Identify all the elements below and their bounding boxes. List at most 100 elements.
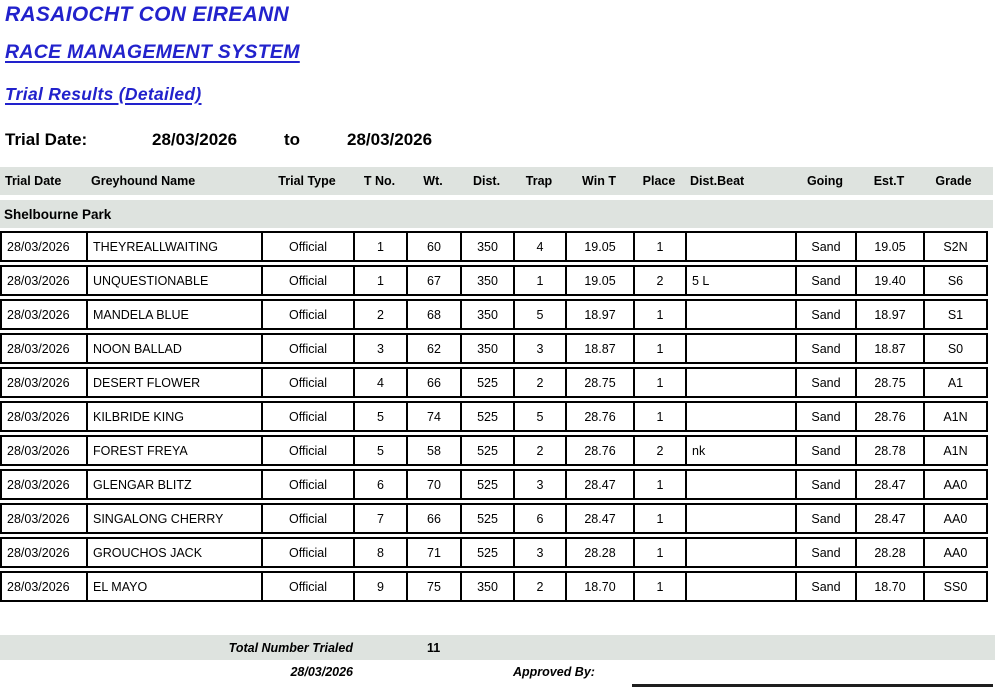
table-cell: 19.40 — [857, 267, 925, 294]
report-title: Trial Results (Detailed) — [5, 84, 202, 104]
table-cell: Official — [263, 267, 355, 294]
table-cell: 4 — [515, 233, 567, 260]
table-header-band — [0, 167, 993, 195]
table-cell: Sand — [797, 335, 857, 362]
table-cell: 28.76 — [857, 403, 925, 430]
table-cell: 28/03/2026 — [2, 573, 88, 600]
table-cell: 62 — [408, 335, 462, 362]
table-cell: 525 — [462, 471, 515, 498]
table-cell: 28.47 — [567, 471, 635, 498]
table-cell — [687, 505, 797, 532]
table-cell: 18.70 — [857, 573, 925, 600]
table-cell: 66 — [408, 505, 462, 532]
table-row: 28/03/2026 THEYREALLWAITING Official 1 60 350… — [0, 231, 988, 262]
table-cell: 525 — [462, 437, 515, 464]
table-cell: 2 — [515, 369, 567, 396]
trial-date-to-label: to — [284, 130, 301, 149]
table-cell: 6 — [515, 505, 567, 532]
column-header: Trap — [525, 174, 553, 188]
column-header: Dist.Beat — [690, 174, 745, 188]
table-cell: 1 — [635, 471, 687, 498]
table-cell: 1 — [635, 335, 687, 362]
table-cell: 28.28 — [857, 539, 925, 566]
table-cell: 3 — [515, 471, 567, 498]
table-cell — [687, 301, 797, 328]
column-header: Wt. — [423, 174, 443, 188]
table-cell: Official — [263, 335, 355, 362]
table-cell: FOREST FREYA — [88, 437, 263, 464]
table-cell: Official — [263, 233, 355, 260]
table-cell: 1 — [635, 573, 687, 600]
table-cell: 350 — [462, 573, 515, 600]
table-cell: 2 — [515, 573, 567, 600]
table-cell — [687, 335, 797, 362]
table-cell: SS0 — [943, 579, 968, 594]
table-cell: KILBRIDE KING — [88, 403, 263, 430]
table-cell: THEYREALLWAITING — [88, 233, 263, 260]
table-cell: 70 — [408, 471, 462, 498]
trial-date-label: Trial Date: — [5, 130, 88, 149]
table-cell: Sand — [797, 301, 857, 328]
trial-date-to: 28/03/2026 — [347, 130, 433, 149]
table-cell: S2N — [943, 239, 968, 254]
column-header: Est.T — [873, 174, 905, 188]
table-row: 28/03/2026 MANDELA BLUE Official 2 68 350 5 18.… — [0, 299, 988, 330]
table-cell: 28.75 — [857, 369, 925, 396]
table-cell: 28/03/2026 — [2, 471, 88, 498]
table-cell: 28/03/2026 — [2, 301, 88, 328]
table-cell: 71 — [408, 539, 462, 566]
column-header: Dist. — [472, 174, 501, 188]
table-cell: 28/03/2026 — [2, 403, 88, 430]
table-row: 28/03/2026 UNQUESTIONABLE Official 1 67 350 1 1… — [0, 265, 988, 296]
table-cell: 5 — [515, 301, 567, 328]
column-header: Going — [806, 174, 844, 188]
system-title: RACE MANAGEMENT SYSTEM — [5, 41, 300, 63]
table-cell: Sand — [797, 471, 857, 498]
table-row: 28/03/2026 GLENGAR BLITZ Official 6 70 525 3 28… — [0, 469, 988, 500]
column-header: Grade — [935, 174, 972, 188]
table-cell: 1 — [635, 505, 687, 532]
results-table-body: 28/03/2026 THEYREALLWAITING Official 1 60 350… — [0, 231, 992, 605]
table-cell: 58 — [408, 437, 462, 464]
table-cell: nk — [687, 437, 797, 464]
table-cell: Sand — [797, 505, 857, 532]
table-cell: UNQUESTIONABLE — [88, 267, 263, 294]
table-cell: Official — [263, 301, 355, 328]
table-cell: 350 — [462, 267, 515, 294]
table-cell: GLENGAR BLITZ — [88, 471, 263, 498]
table-cell: 1 — [635, 369, 687, 396]
table-cell: 5 — [355, 403, 408, 430]
table-cell: 1 — [355, 233, 408, 260]
table-cell: 6 — [355, 471, 408, 498]
table-cell: S6 — [947, 273, 964, 288]
track-group-label: Shelbourne Park — [4, 206, 112, 222]
table-cell — [687, 369, 797, 396]
table-cell: Official — [263, 539, 355, 566]
table-cell: A1 — [947, 375, 964, 390]
table-cell: 18.97 — [567, 301, 635, 328]
table-cell: Official — [263, 403, 355, 430]
table-cell: 3 — [515, 539, 567, 566]
column-header: Trial Type — [278, 174, 336, 188]
table-row: 28/03/2026 FOREST FREYA Official 5 58 525 2 28.… — [0, 435, 988, 466]
approved-by-label: Approved By: — [513, 665, 595, 679]
table-cell: 525 — [462, 403, 515, 430]
table-cell: A1N — [943, 443, 968, 458]
table-cell: Sand — [797, 573, 857, 600]
table-cell: 18.87 — [567, 335, 635, 362]
table-cell: 1 — [635, 403, 687, 430]
table-cell: Official — [263, 369, 355, 396]
table-cell: 350 — [462, 301, 515, 328]
footer-date: 28/03/2026 — [290, 665, 353, 679]
track-group-band: Shelbourne Park — [0, 200, 993, 228]
table-cell: 28.78 — [857, 437, 925, 464]
table-cell: 68 — [408, 301, 462, 328]
table-cell: 18.70 — [567, 573, 635, 600]
column-header: Place — [642, 174, 676, 188]
table-cell: 28/03/2026 — [2, 233, 88, 260]
table-cell: 1 — [635, 301, 687, 328]
table-cell — [687, 539, 797, 566]
table-cell: 2 — [635, 267, 687, 294]
table-cell: 1 — [515, 267, 567, 294]
table-cell — [687, 403, 797, 430]
